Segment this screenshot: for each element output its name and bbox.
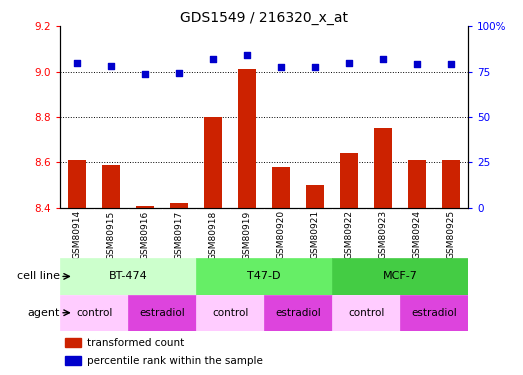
Bar [136, 206, 154, 208]
Text: control: control [212, 308, 248, 318]
Point [345, 60, 354, 66]
Text: GSM80920: GSM80920 [277, 210, 286, 260]
FancyBboxPatch shape [332, 295, 400, 331]
FancyBboxPatch shape [332, 258, 468, 295]
Point [277, 64, 286, 70]
Point [311, 64, 320, 70]
Point [175, 69, 184, 75]
FancyBboxPatch shape [400, 295, 468, 331]
Text: estradiol: estradiol [275, 308, 321, 318]
Text: GSM80915: GSM80915 [107, 210, 116, 260]
Text: transformed count: transformed count [87, 338, 185, 348]
Text: control: control [76, 308, 112, 318]
Point [209, 56, 218, 62]
Bar [102, 165, 120, 208]
Text: agent: agent [28, 308, 60, 318]
Point [73, 60, 82, 66]
Text: GSM80925: GSM80925 [447, 210, 456, 260]
Title: GDS1549 / 216320_x_at: GDS1549 / 216320_x_at [180, 11, 348, 25]
Bar [272, 167, 290, 208]
Bar [65, 356, 81, 365]
Text: GSM80922: GSM80922 [345, 210, 354, 260]
Point [413, 62, 422, 68]
Text: GSM80918: GSM80918 [209, 210, 218, 260]
FancyBboxPatch shape [60, 295, 128, 331]
Bar [65, 338, 81, 347]
FancyBboxPatch shape [264, 295, 332, 331]
FancyBboxPatch shape [196, 295, 264, 331]
Text: T47-D: T47-D [247, 272, 281, 281]
Text: cell line: cell line [17, 272, 60, 281]
Bar [170, 203, 188, 208]
Text: GSM80917: GSM80917 [175, 210, 184, 260]
Text: GSM80916: GSM80916 [141, 210, 150, 260]
Point [107, 63, 116, 69]
Bar [340, 153, 358, 208]
Text: GSM80914: GSM80914 [73, 210, 82, 260]
Text: BT-474: BT-474 [109, 272, 147, 281]
Text: GSM80919: GSM80919 [243, 210, 252, 260]
Bar [442, 160, 460, 208]
Text: GSM80924: GSM80924 [413, 210, 422, 260]
Point [141, 71, 150, 77]
Bar [204, 117, 222, 208]
Bar [408, 160, 426, 208]
FancyBboxPatch shape [128, 295, 196, 331]
Bar [374, 128, 392, 208]
Text: percentile rank within the sample: percentile rank within the sample [87, 356, 263, 366]
Text: MCF-7: MCF-7 [383, 272, 417, 281]
Bar [68, 160, 86, 208]
Bar [306, 185, 324, 208]
Bar [238, 69, 256, 208]
Text: estradiol: estradiol [411, 308, 457, 318]
Point [243, 52, 252, 58]
Text: estradiol: estradiol [139, 308, 185, 318]
Point [379, 56, 388, 62]
FancyBboxPatch shape [60, 258, 196, 295]
Point [447, 62, 456, 68]
FancyBboxPatch shape [196, 258, 332, 295]
Text: control: control [348, 308, 384, 318]
Text: GSM80921: GSM80921 [311, 210, 320, 260]
Text: GSM80923: GSM80923 [379, 210, 388, 260]
